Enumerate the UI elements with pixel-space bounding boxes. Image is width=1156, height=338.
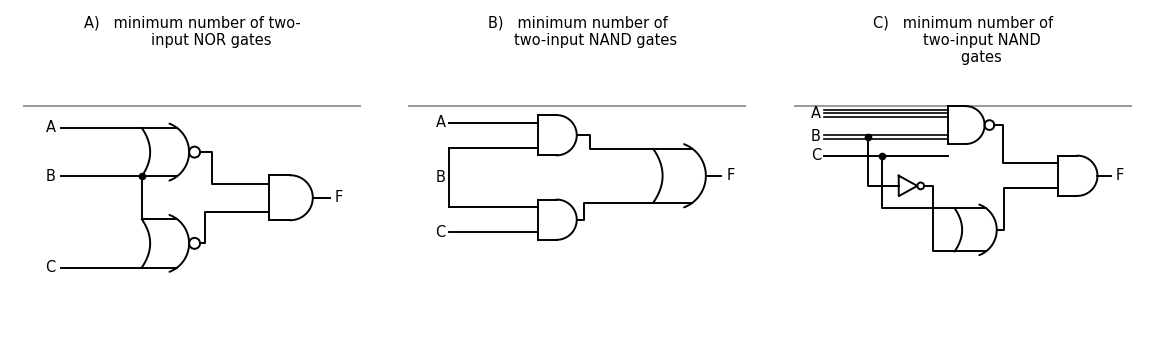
Text: A)   minimum number of two-
        input NOR gates: A) minimum number of two- input NOR gate… bbox=[84, 15, 301, 48]
Text: B: B bbox=[436, 170, 445, 185]
Text: A: A bbox=[812, 106, 821, 121]
Text: A: A bbox=[45, 120, 55, 135]
Text: F: F bbox=[1116, 168, 1125, 183]
Text: C: C bbox=[436, 225, 445, 240]
Text: A: A bbox=[436, 115, 445, 130]
Text: C: C bbox=[810, 148, 821, 163]
Text: C)   minimum number of
        two-input NAND
        gates: C) minimum number of two-input NAND gate… bbox=[873, 15, 1053, 65]
Text: F: F bbox=[726, 168, 734, 183]
Text: B)   minimum number of
        two-input NAND gates: B) minimum number of two-input NAND gate… bbox=[477, 15, 677, 48]
Text: F: F bbox=[335, 190, 343, 205]
Text: B: B bbox=[46, 169, 55, 184]
Text: B: B bbox=[812, 129, 821, 144]
Text: C: C bbox=[45, 260, 55, 275]
